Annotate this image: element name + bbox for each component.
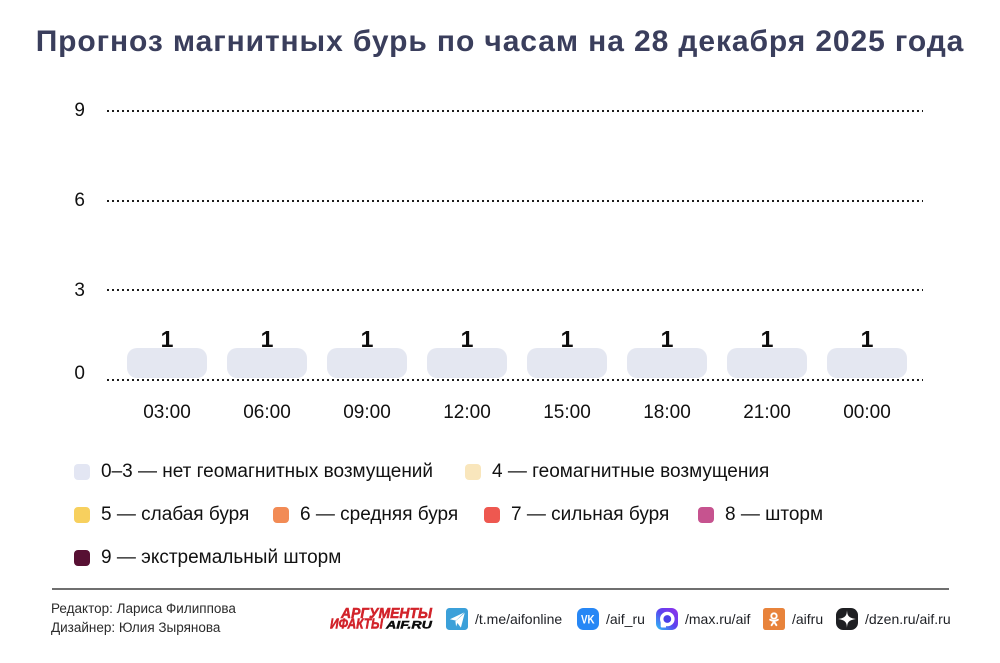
svg-text:VK: VK (581, 612, 595, 626)
svg-text:AIF.RU: AIF.RU (385, 620, 434, 632)
svg-text:ИФАКТЫ: ИФАКТЫ (330, 616, 384, 633)
svg-text:АРГУМЕНТЫ: АРГУМЕНТЫ (340, 605, 433, 622)
